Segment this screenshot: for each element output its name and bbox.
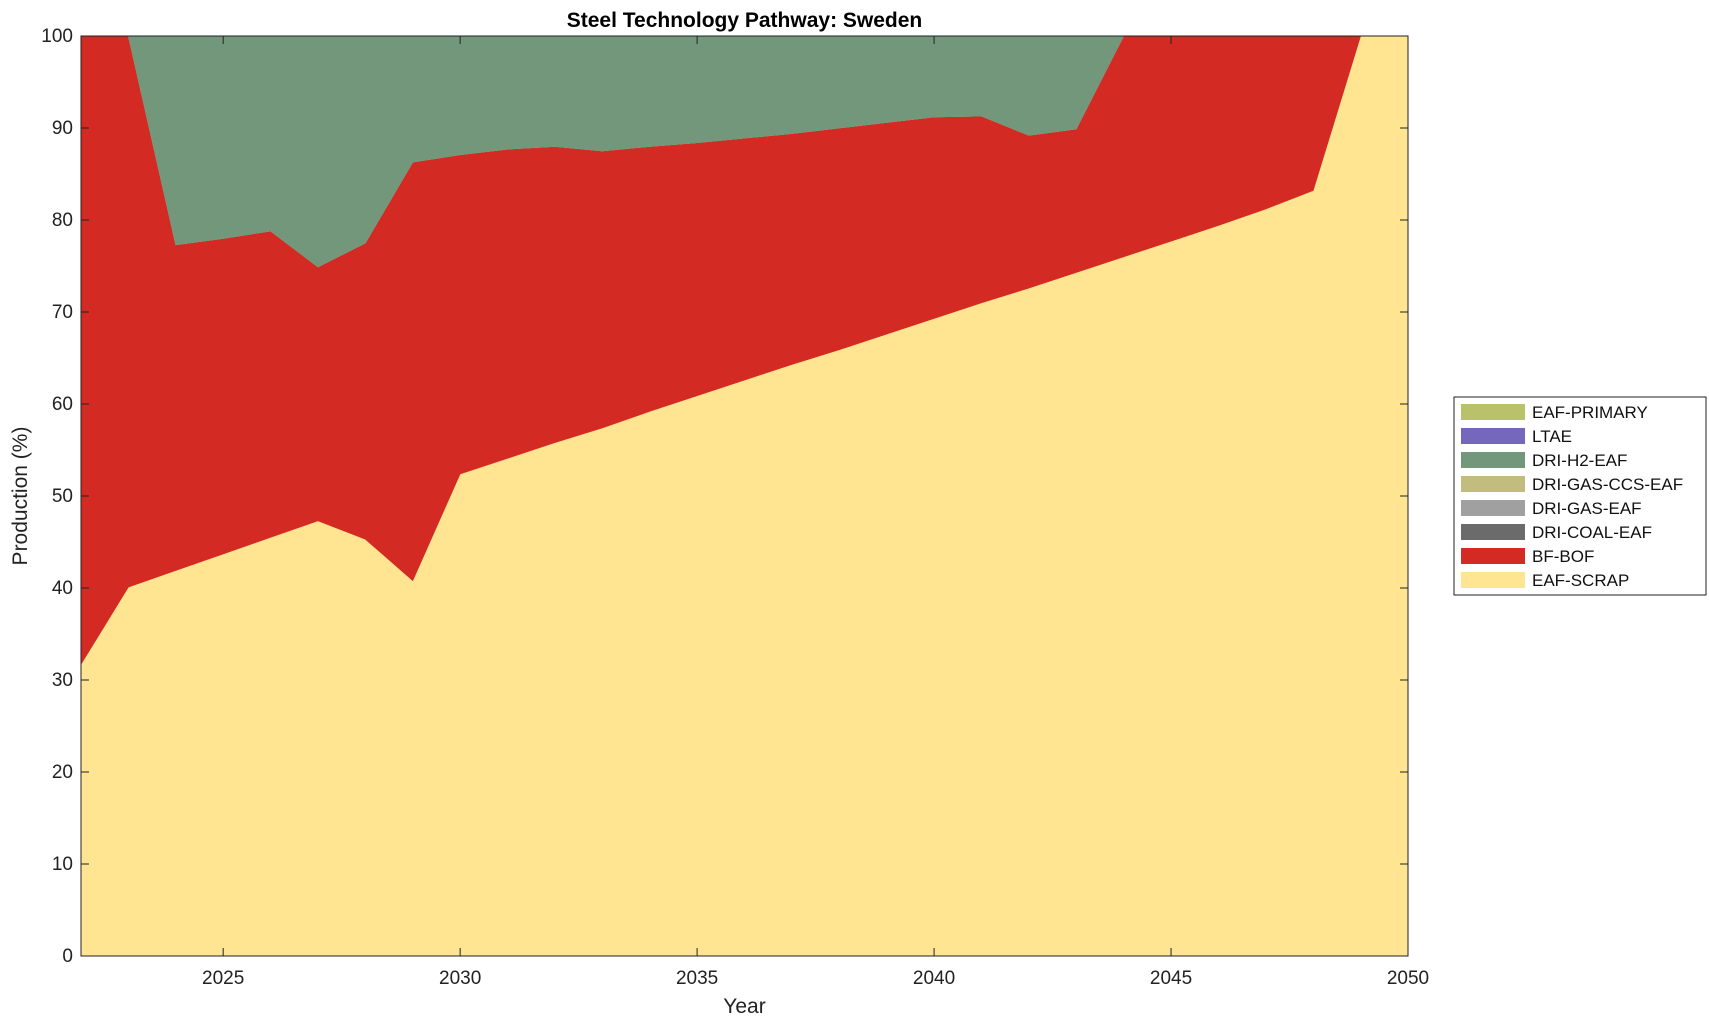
x-axis-title: Year [723,995,765,1018]
x-tick-label: 2040 [913,968,955,989]
axis-ticks: 2025 2030 2035 2040 2045 20500102030405060708… [41,26,1429,989]
legend-label-bf-bof: BF-BOF [1532,547,1594,566]
legend-swatch-ltae [1461,428,1525,444]
y-tick-label: 40 [52,578,73,599]
legend-swatch-dri-gas-eaf [1461,500,1525,516]
legend-swatch-dri-h2-eaf [1461,452,1525,468]
y-tick-label: 90 [52,118,73,139]
x-tick-label: 2030 [439,968,481,989]
y-tick-label: 50 [52,486,73,507]
legend-swatch-dri-gas-ccs-eaf [1461,476,1525,492]
y-tick-label: 10 [52,854,73,875]
y-axis-title: Production (%) [9,427,32,566]
x-tick-label: 2050 [1387,968,1429,989]
y-tick-label: 80 [52,210,73,231]
y-tick-label: 0 [62,946,73,967]
chart-title: Steel Technology Pathway: Sweden [567,9,923,32]
y-tick-label: 70 [52,302,73,323]
legend-label-dri-h2-eaf: DRI-H2-EAF [1532,451,1627,470]
x-tick-label: 2035 [676,968,718,989]
legend-label-ltae: LTAE [1532,427,1572,446]
y-tick-label: 30 [52,670,73,691]
legend-label-dri-gas-ccs-eaf: DRI-GAS-CCS-EAF [1532,475,1683,494]
legend-label-dri-coal-eaf: DRI-COAL-EAF [1532,523,1652,542]
legend-swatch-eaf-primary [1461,404,1525,420]
area-series-group [80,35,1409,957]
legend-swatch-bf-bof [1461,548,1525,564]
legend-swatch-dri-coal-eaf [1461,524,1525,540]
y-tick-label: 20 [52,762,73,783]
legend: EAF-PRIMARY LTAE DRI-H2-EAF DRI-GAS-CCS-EAF… [1453,396,1707,596]
legend-swatch-eaf-scrap [1461,572,1525,588]
legend-label-eaf-scrap: EAF-SCRAP [1532,571,1629,590]
x-tick-label: 2025 [202,968,244,989]
legend-label-eaf-primary: EAF-PRIMARY [1532,403,1648,422]
y-tick-label: 100 [41,26,73,47]
x-tick-label: 2045 [1150,968,1192,989]
y-tick-label: 60 [52,394,73,415]
legend-label-dri-gas-eaf: DRI-GAS-EAF [1532,499,1642,518]
